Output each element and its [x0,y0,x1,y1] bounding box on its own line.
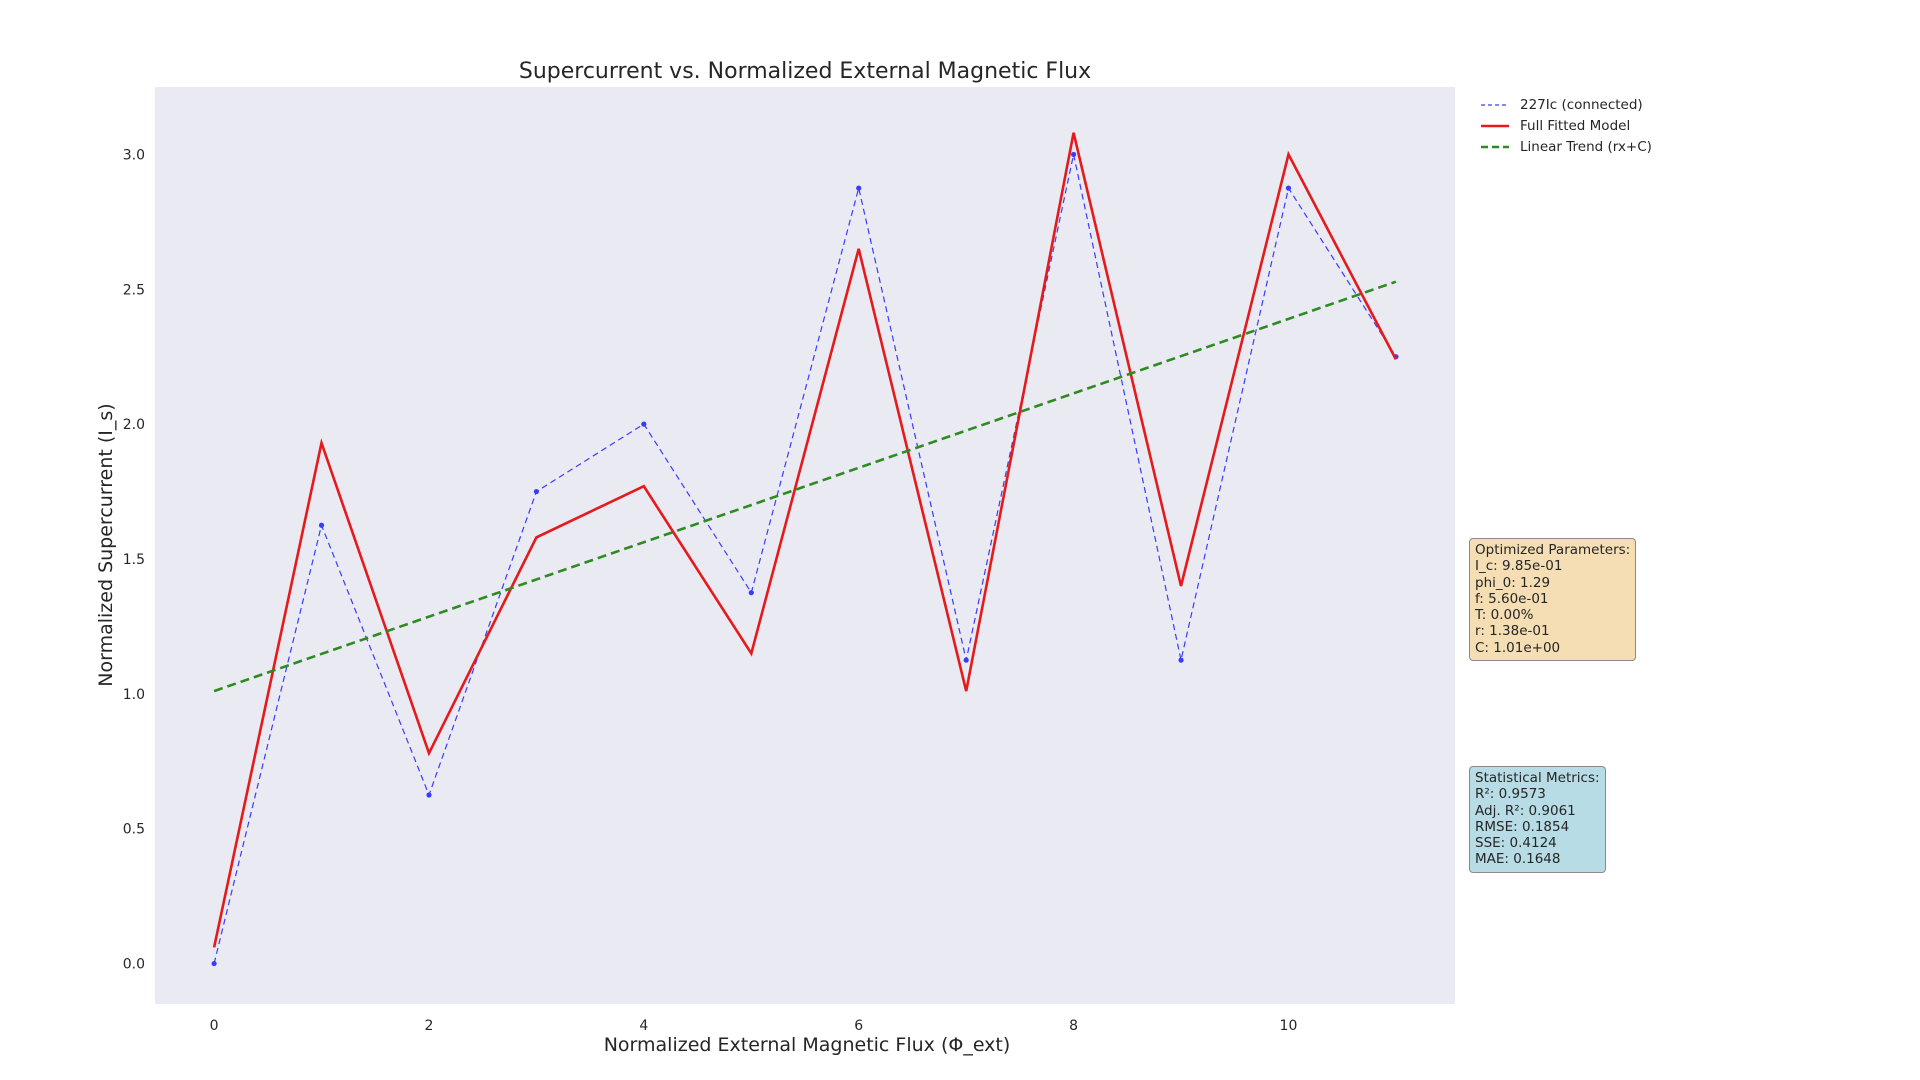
y-tick-label: 3.0 [123,147,145,163]
metric-line: Adj. R²: 0.9061 [1475,802,1576,819]
x-tick-label: 10 [1280,1018,1298,1034]
chart-title: Supercurrent vs. Normalized External Mag… [519,59,1091,84]
legend-item: Linear Trend (rx+C) [1480,136,1652,157]
y-tick-label: 2.0 [123,417,145,433]
data-point [426,792,432,798]
x-tick-label: 6 [854,1018,863,1034]
data-point [533,488,540,495]
data-point [748,590,754,596]
series-line-2 [212,132,1398,948]
data-point [1178,657,1184,663]
data-point [211,960,217,967]
y-tick-label: 2.5 [123,282,145,298]
series-line-1 [213,154,1397,964]
x-tick-label: 2 [425,1018,434,1034]
x-tick-label: 0 [210,1018,219,1034]
chart-legend: 227Ic (connected) Full Fitted Model Linear… [1480,94,1652,157]
x-tick-label: 8 [1069,1018,1078,1034]
legend-item: Full Fitted Model [1480,115,1652,136]
legend-swatch [1481,145,1509,148]
legend-swatch [1481,124,1509,127]
parameter-line: f: 5.60e-01 [1475,590,1549,607]
metric-line: SSE: 0.4124 [1475,835,1557,852]
parameter-line: C: 1.01e+00 [1475,639,1561,656]
data-point [1285,185,1292,191]
data-point [641,421,647,427]
legend-label: 227Ic (connected) [1520,96,1643,113]
parameter-line: phi_0: 1.29 [1475,574,1551,591]
data-point [318,522,325,528]
y-tick-label: 0.0 [123,957,145,973]
legend-swatch [1481,103,1509,106]
y-tick-label: 1.0 [123,687,145,703]
legend-label: Linear Trend (rx+C) [1520,138,1652,155]
metric-line: R²: 0.9573 [1475,786,1546,803]
parameter-heading: Optimized Parameters: [1475,542,1631,558]
data-point [856,185,862,191]
x-axis-label: Normalized External Magnetic Flux (Φ_ext… [604,1034,1011,1056]
legend-item: 227Ic (connected) [1480,94,1652,115]
parameter-line: I_c: 9.85e-01 [1475,558,1563,575]
statistical-metrics-box: Statistical Metrics: R²: 0.9573 Adj. R²: 0… [1469,766,1606,873]
data-point [1070,151,1077,158]
y-tick-label: 0.5 [123,822,145,838]
metric-line: RMSE: 0.1854 [1475,818,1570,835]
metric-line: MAE: 0.1648 [1475,851,1561,868]
metric-heading: Statistical Metrics: [1475,770,1600,786]
y-tick-label: 1.5 [123,552,145,568]
series-line-3 [213,280,1397,693]
parameter-line: r: 1.38e-01 [1475,623,1550,640]
legend-label: Full Fitted Model [1520,117,1631,134]
y-axis-label: Normalized Supercurrent (I_s) [95,403,117,686]
data-point [963,657,969,663]
parameter-line: T: 0.00% [1475,607,1534,624]
plot-area [155,87,1455,1004]
optimized-parameters-box: Optimized Parameters: I_c: 9.85e-01 phi_0:… [1469,538,1637,662]
x-tick-label: 4 [639,1018,648,1034]
